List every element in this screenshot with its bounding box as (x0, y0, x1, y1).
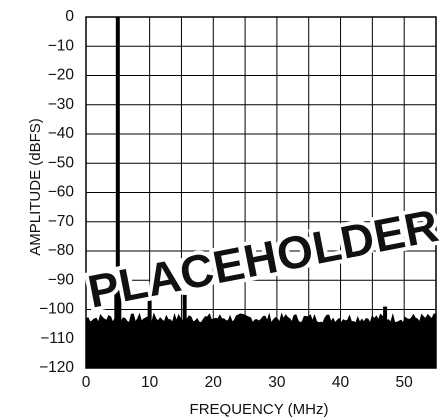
y-tick-label: −30 (48, 96, 75, 113)
noise-floor (85, 312, 437, 369)
x-axis-ticks: 0 10 20 30 40 50 (82, 374, 413, 391)
x-tick-label: 40 (332, 374, 350, 391)
y-tick-label: −70 (48, 213, 75, 230)
x-tick-label: 0 (82, 374, 91, 391)
y-axis-title: AMPLITUDE (dBFS) (27, 118, 44, 256)
plot-frame (85, 16, 437, 369)
x-tick-label: 30 (268, 374, 286, 391)
y-tick-label: 0 (65, 8, 74, 25)
y-axis-ticks: 0 −10 −20 −30 −40 −50 −60 −70 −80 −90 −100 −110 −120 (39, 8, 74, 376)
y-tick-label: −90 (48, 271, 75, 288)
spectrum-spur-skirt (114, 274, 122, 368)
y-tick-label: −110 (40, 330, 74, 347)
y-tick-label: −50 (48, 154, 75, 171)
spectrum-spur (115, 17, 120, 368)
placeholder-watermark: PLACEHOLDER (84, 199, 443, 318)
y-tick-label: −100 (39, 301, 74, 318)
watermark-group: PLACEHOLDER (80, 195, 445, 322)
spectrum-spur (182, 294, 187, 368)
spectrum-trace (85, 17, 437, 369)
y-tick-label: −20 (48, 67, 75, 84)
y-tick-label: −40 (48, 125, 75, 142)
y-tick-label: −60 (48, 184, 75, 201)
spectrum-spur (383, 306, 388, 368)
y-tick-label: −10 (48, 37, 75, 54)
y-tick-label: −120 (39, 359, 74, 376)
x-tick-label: 10 (141, 374, 159, 391)
x-tick-label: 50 (396, 374, 414, 391)
spectrum-spur (147, 294, 152, 368)
x-axis-title: FREQUENCY (MHz) (190, 401, 329, 418)
y-tick-label: −80 (48, 242, 75, 259)
x-tick-label: 20 (205, 374, 223, 391)
